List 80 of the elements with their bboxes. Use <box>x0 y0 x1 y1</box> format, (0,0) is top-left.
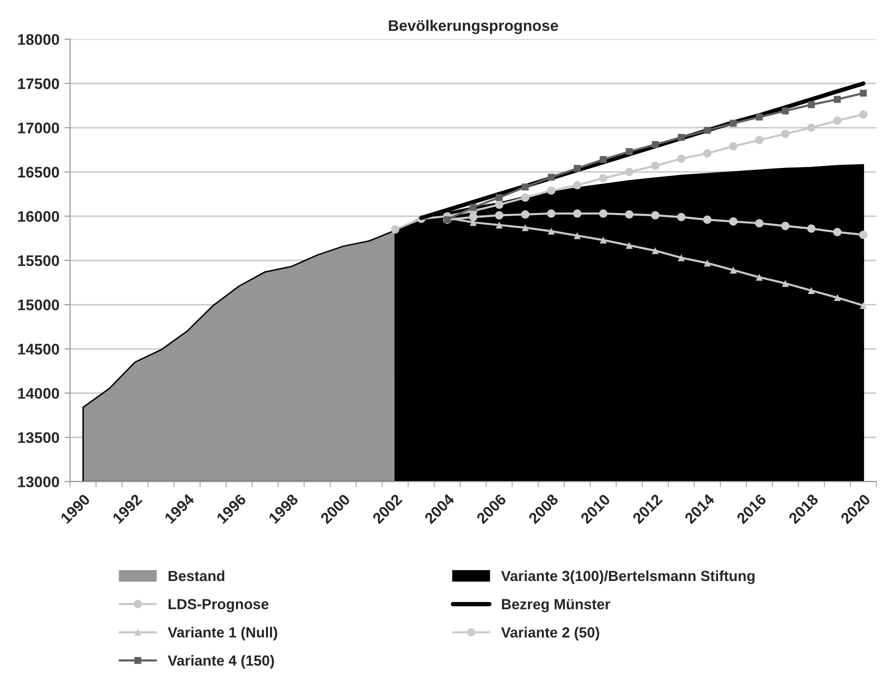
point <box>781 222 790 230</box>
point <box>521 210 530 219</box>
y-tick-label: 13000 <box>18 476 60 488</box>
point <box>496 194 503 202</box>
y-tick-label: 15500 <box>18 255 60 266</box>
point <box>677 212 686 222</box>
point <box>495 200 504 209</box>
point <box>548 228 555 235</box>
point <box>859 110 868 119</box>
point <box>651 211 660 220</box>
legend-label: Variante 2 (50) <box>501 626 600 640</box>
point <box>547 209 556 218</box>
point <box>782 280 789 287</box>
y-tick-label: 16500 <box>18 166 60 178</box>
point <box>807 224 816 233</box>
point <box>496 222 503 228</box>
point <box>704 126 711 134</box>
point <box>755 136 764 144</box>
point <box>833 228 842 236</box>
point <box>573 209 582 218</box>
legend-label: Variante 4 (150) <box>168 655 274 669</box>
y-tick-label: 13500 <box>18 432 60 444</box>
point <box>730 120 737 127</box>
legend-label: Bezreg Münster <box>502 599 610 612</box>
y-tick-label: 16000 <box>18 211 60 222</box>
point <box>573 181 582 190</box>
legend-label: Bestand <box>168 570 224 582</box>
point <box>703 149 712 158</box>
point <box>626 148 633 156</box>
point <box>521 193 530 202</box>
point <box>652 141 659 148</box>
point <box>625 210 634 219</box>
point <box>678 254 685 262</box>
point <box>860 90 867 97</box>
y-tick-label: 15000 <box>18 300 60 310</box>
point <box>808 287 815 294</box>
legend-label: Variante 1 (Null) <box>168 626 278 640</box>
point <box>859 230 868 239</box>
point <box>522 224 529 232</box>
point <box>547 186 556 195</box>
point <box>729 142 738 150</box>
point <box>781 130 790 138</box>
point <box>730 266 737 274</box>
point <box>807 124 816 132</box>
point <box>755 219 764 228</box>
point <box>522 184 529 190</box>
point <box>756 114 763 121</box>
point <box>495 211 504 220</box>
legend-label: LDS-Prognose <box>168 598 268 612</box>
point <box>678 134 685 141</box>
point <box>677 154 686 163</box>
point <box>625 168 634 176</box>
point <box>574 232 581 240</box>
point <box>574 164 581 172</box>
point <box>834 96 841 103</box>
point <box>782 107 789 114</box>
point <box>756 274 763 281</box>
point <box>600 236 607 244</box>
y-tick-label: 17000 <box>18 122 60 134</box>
y-tick-label: 14000 <box>18 388 60 399</box>
point <box>626 242 633 249</box>
point <box>703 216 712 224</box>
point <box>599 174 608 182</box>
point <box>391 225 400 234</box>
point <box>600 156 607 164</box>
chart-title: Bevölkerungsprognose <box>388 20 558 34</box>
point <box>470 204 477 211</box>
y-tick-label: 17500 <box>18 78 60 90</box>
point <box>651 162 660 170</box>
point <box>860 302 867 310</box>
point <box>704 260 711 267</box>
point <box>833 116 842 125</box>
y-tick-label: 18000 <box>18 34 60 45</box>
point <box>729 217 738 226</box>
legend-label: Variante 3(100)/Bertelsmann Stiftung <box>501 570 755 584</box>
point <box>834 294 841 302</box>
y-tick-label: 14500 <box>18 344 60 355</box>
point <box>652 247 659 254</box>
point <box>599 209 608 218</box>
point <box>808 101 815 108</box>
